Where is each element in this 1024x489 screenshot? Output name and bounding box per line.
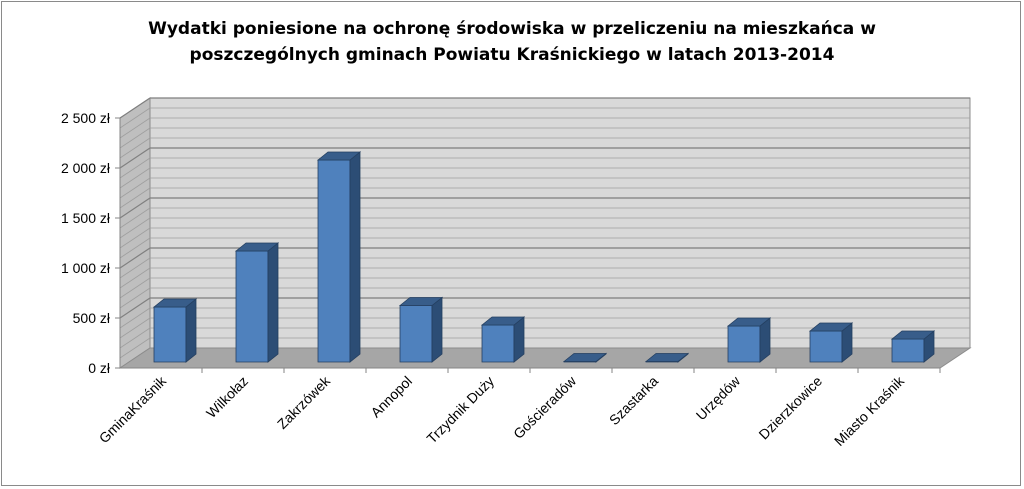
minor-gridline-side [119, 217, 151, 239]
bar [562, 352, 608, 363]
bar [152, 298, 198, 363]
x-category-label: Zakrzówek [274, 372, 334, 432]
bar-top [726, 317, 772, 327]
x-category-label: Miasto Kraśnik [831, 372, 908, 449]
y-tick-label: 0 zł [88, 360, 111, 376]
bar-top [398, 297, 444, 306]
side-wall [119, 97, 151, 369]
bar-front [317, 159, 351, 363]
y-tick-label: 500 zł [73, 310, 111, 326]
minor-gridline-side [119, 117, 151, 139]
bar [726, 317, 772, 363]
bar-side [267, 242, 279, 363]
bar-front [809, 330, 843, 363]
minor-gridline-side [119, 277, 151, 299]
bar-top [480, 316, 526, 326]
minor-gridline-side [119, 207, 151, 229]
minor-gridline-side [119, 127, 151, 149]
major-gridline-side [119, 297, 151, 319]
bar [234, 242, 280, 363]
minor-gridline-side [119, 337, 151, 359]
x-category-label: GminaKraśnik [96, 372, 170, 446]
minor-gridline-side [119, 267, 151, 289]
bar-top [808, 322, 854, 332]
x-category-label: Gościeradów [510, 372, 580, 442]
minor-gridline-side [119, 167, 151, 189]
bar-top [890, 330, 936, 340]
y-tick-label: 2 500 zł [61, 110, 111, 126]
minor-gridline-side [119, 177, 151, 199]
bar-front [481, 324, 515, 363]
bar-side [185, 298, 197, 363]
major-gridline-side [119, 147, 151, 169]
x-category-label: Wilkołaz [203, 373, 251, 421]
minor-gridline-side [119, 307, 151, 329]
x-category-label: Szastarka [606, 373, 661, 428]
bar-top [644, 353, 690, 362]
bar-top [316, 151, 362, 161]
bar [808, 322, 854, 363]
y-tick-label: 1 000 zł [61, 260, 111, 276]
x-category-label: Urzędów [693, 372, 744, 423]
bar-top [562, 353, 608, 362]
major-gridline-side [119, 97, 151, 119]
major-gridline-side [119, 197, 151, 219]
chart-title-line-2: poszczególnych gminach Powiatu Kraśnicki… [189, 45, 835, 65]
bar-front [399, 305, 433, 363]
bar [316, 151, 362, 363]
bar-front [727, 325, 761, 363]
minor-gridline-side [119, 187, 151, 209]
minor-gridline-side [119, 137, 151, 159]
bar-front [235, 250, 269, 363]
bar-top [234, 242, 280, 252]
minor-gridline-side [119, 237, 151, 259]
major-gridline-side [119, 247, 151, 269]
x-category-label: Dzierzkowice [755, 373, 825, 443]
bar-front [153, 306, 187, 363]
y-tick-label: 2 000 zł [61, 160, 111, 176]
bar [890, 330, 936, 363]
y-tick-label: 1 500 zł [61, 210, 111, 226]
x-category-label: Trzydnik Duży [423, 373, 497, 447]
minor-gridline-side [119, 257, 151, 279]
minor-gridline-side [119, 227, 151, 249]
bar [480, 316, 526, 363]
minor-gridline-side [119, 327, 151, 349]
minor-gridline-side [119, 317, 151, 339]
minor-gridline-side [119, 157, 151, 179]
bar-front [891, 338, 925, 363]
minor-gridline-side [119, 287, 151, 309]
bar-top [152, 298, 198, 308]
bar-side [349, 151, 361, 363]
x-category-label: Annopol [367, 373, 415, 421]
bar [644, 352, 690, 363]
minor-gridline-side [119, 107, 151, 129]
chart-title-line-1: Wydatki poniesione na ochronę środowiska… [148, 19, 876, 39]
chart-title: Wydatki poniesione na ochronę środowiska… [2, 16, 1022, 68]
bar [398, 296, 444, 363]
bar-side [431, 296, 443, 363]
